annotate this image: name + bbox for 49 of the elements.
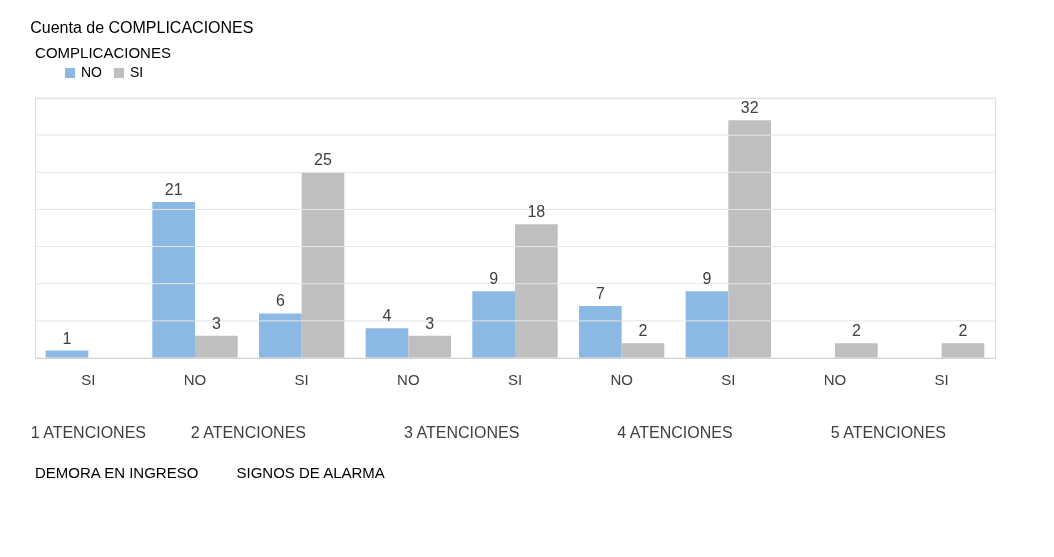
text: SIGNOS DE ALARMA — [236, 464, 385, 481]
x-tick-label: SI — [294, 370, 309, 388]
bar — [152, 202, 195, 358]
data-label: 9 — [489, 270, 499, 288]
x-tick-label: SI — [507, 370, 523, 388]
bar — [621, 343, 665, 358]
bar — [365, 328, 409, 358]
bar — [195, 335, 238, 358]
text: 4 ATENCIONES — [617, 424, 733, 441]
data-label: 3 — [211, 314, 221, 332]
text: 5 ATENCIONES — [830, 424, 946, 441]
legend-label: NO — [81, 64, 103, 80]
data-label: 1 — [62, 329, 72, 347]
data-label: 4 — [382, 307, 392, 325]
legend-title: COMPLICACIONES — [35, 44, 171, 61]
x-tick-label: NO — [183, 370, 207, 388]
x-tick-label: NO — [823, 370, 847, 388]
legend-label: SI — [130, 64, 144, 80]
x-tick-label: SI — [721, 370, 736, 388]
text: 1 ATENCIONES — [30, 424, 146, 441]
data-label: 7 — [595, 285, 605, 302]
data-label: 21 — [164, 181, 183, 198]
bar — [259, 313, 302, 358]
data-label: 3 — [425, 314, 435, 332]
bar — [728, 120, 771, 358]
x-tick-label: NO — [397, 370, 420, 388]
data-label: 2 — [638, 322, 648, 340]
data-label: 25 — [314, 151, 332, 169]
bar — [941, 343, 985, 358]
chart-title: Cuenta de COMPLICACIONES — [30, 19, 254, 36]
bar — [408, 335, 451, 358]
x-tick-label: SI — [934, 370, 949, 388]
bar — [579, 306, 622, 358]
data-label: 18 — [527, 203, 546, 221]
data-label: 2 — [958, 322, 968, 340]
data-label: 6 — [275, 292, 285, 310]
x-tick-label: SI — [81, 370, 96, 388]
bar — [301, 172, 345, 358]
bar — [835, 343, 878, 358]
data-label: 32 — [740, 99, 759, 117]
text: 3 ATENCIONES — [404, 424, 520, 441]
bar — [472, 291, 515, 358]
x-tick-label: NO — [610, 370, 633, 388]
text: DEMORA EN INGRESO — [35, 464, 199, 481]
data-label: 2 — [851, 322, 861, 340]
text: 2 ATENCIONES — [190, 424, 306, 441]
bar — [515, 224, 558, 358]
bar — [685, 291, 729, 358]
data-label: 9 — [702, 270, 712, 288]
